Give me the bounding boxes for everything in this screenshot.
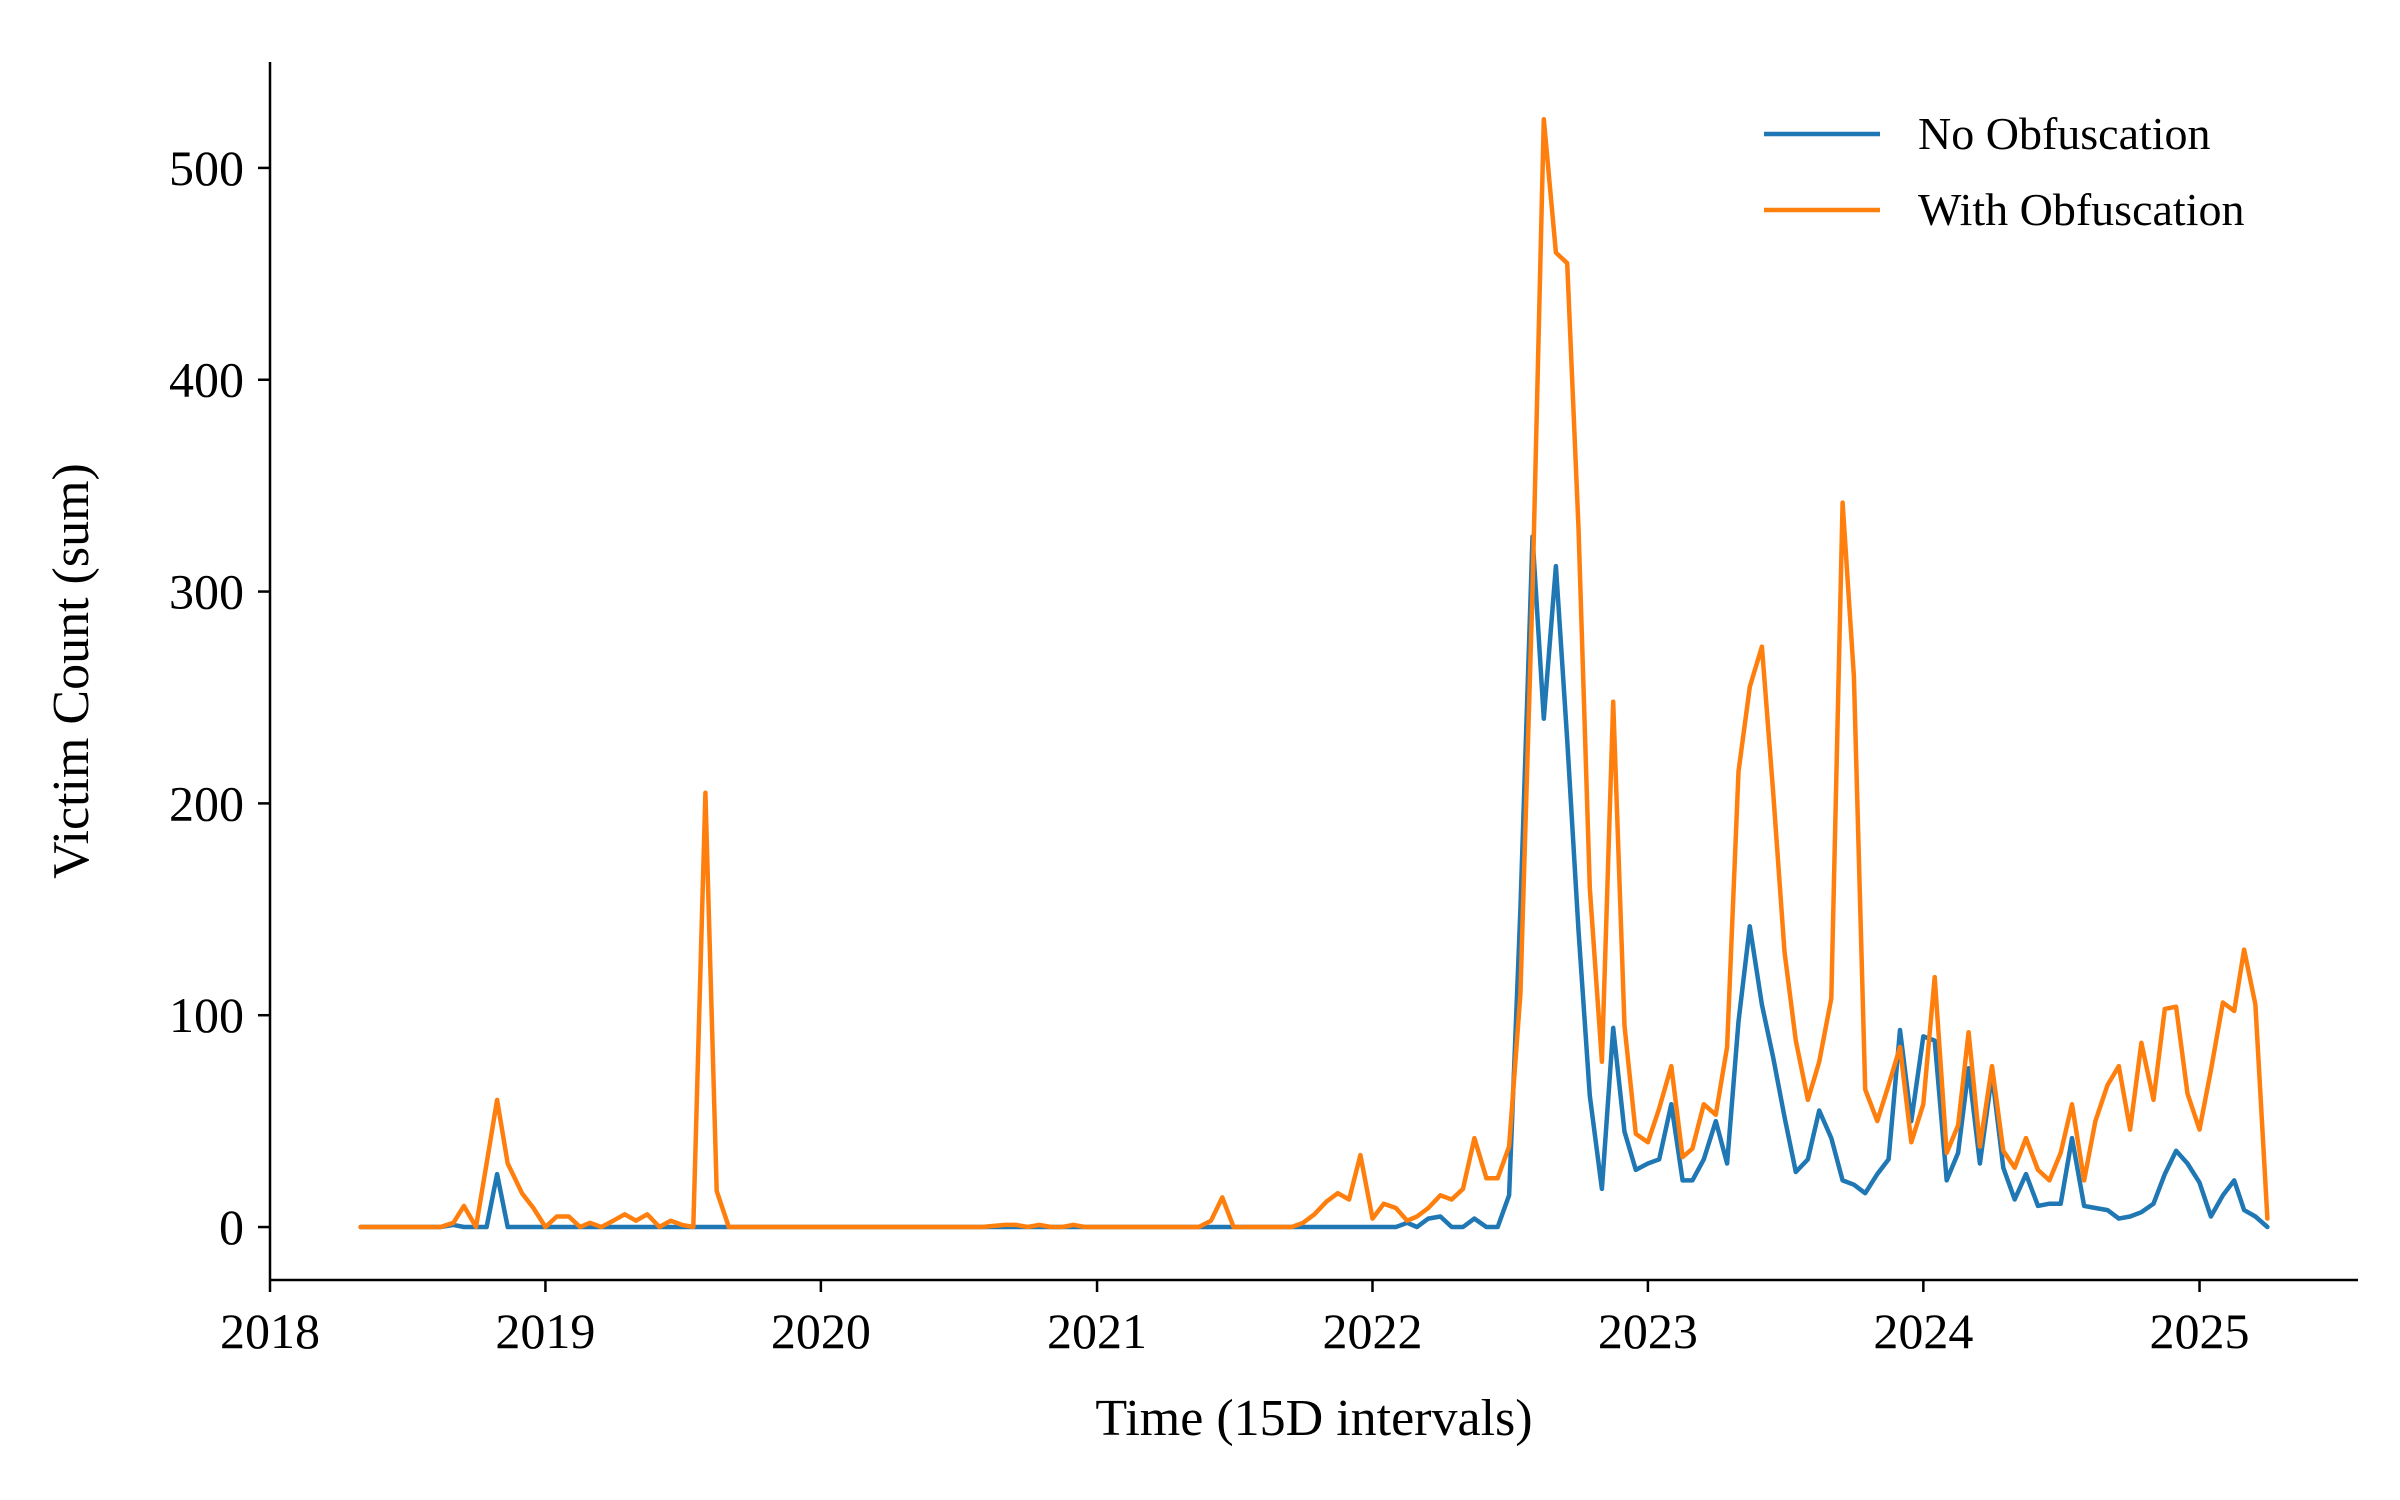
series-line-with-obfuscation bbox=[358, 116, 2270, 1230]
y-tick-label: 200 bbox=[169, 775, 244, 831]
y-tick-label: 500 bbox=[169, 140, 244, 196]
y-axis-ticks: 0 100 200 300 400 500 bbox=[169, 140, 270, 1255]
x-tick-label: 2024 bbox=[1873, 1303, 1973, 1359]
x-tick-label: 2021 bbox=[1047, 1303, 1147, 1359]
x-tick-label: 2022 bbox=[1322, 1303, 1422, 1359]
legend-label-with-obfuscation: With Obfuscation bbox=[1918, 184, 2244, 235]
x-tick-label: 2020 bbox=[771, 1303, 871, 1359]
x-axis-label: Time (15D intervals) bbox=[1095, 1390, 1532, 1447]
axes-spines bbox=[268, 62, 2358, 1282]
legend-label-no-obfuscation: No Obfuscation bbox=[1918, 108, 2211, 159]
plot-lines bbox=[358, 116, 2270, 1230]
x-tick-label: 2023 bbox=[1598, 1303, 1698, 1359]
y-axis-label: Victim Count (sum) bbox=[43, 463, 100, 879]
y-tick-label: 100 bbox=[169, 987, 244, 1043]
series-line-no-obfuscation bbox=[358, 534, 2270, 1230]
y-tick-label: 0 bbox=[219, 1199, 244, 1255]
x-tick-label: 2019 bbox=[495, 1303, 595, 1359]
y-tick-label: 300 bbox=[169, 564, 244, 620]
x-tick-label: 2025 bbox=[2150, 1303, 2250, 1359]
y-tick-label: 400 bbox=[169, 352, 244, 408]
legend: No Obfuscation With Obfuscation bbox=[1764, 108, 2244, 235]
x-tick-label: 2018 bbox=[220, 1303, 320, 1359]
x-axis-ticks: 2018 2019 2020 2021 2022 2023 2024 2025 bbox=[220, 1280, 2250, 1359]
